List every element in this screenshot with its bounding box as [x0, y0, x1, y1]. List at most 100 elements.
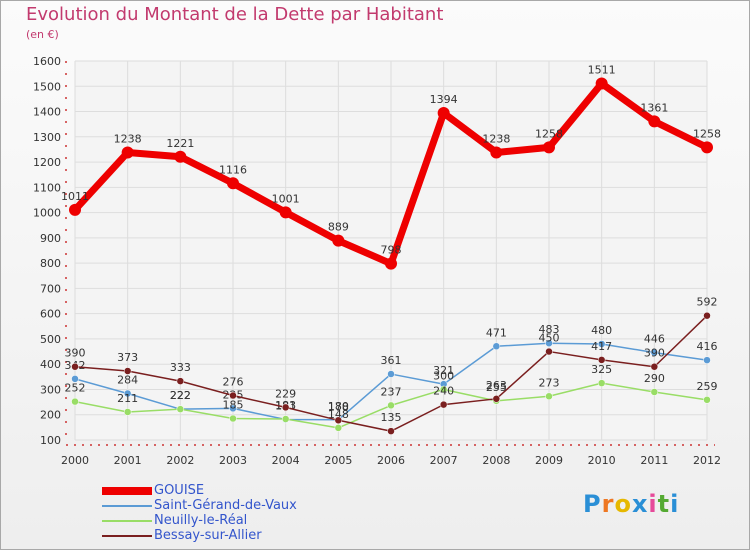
- y-tick-label: 800: [40, 257, 61, 270]
- data-point-2: [176, 405, 185, 413]
- data-label-2: 255: [486, 381, 507, 394]
- x-tick-label: 2006: [377, 454, 405, 467]
- data-point-1: [71, 375, 79, 383]
- data-label-1: 284: [117, 374, 138, 387]
- data-point-2: [281, 415, 290, 423]
- y-tick-label: 1000: [33, 207, 61, 220]
- data-point-0: [279, 206, 292, 219]
- data-label-1: 480: [591, 324, 612, 337]
- data-label-0: 1116: [219, 163, 247, 176]
- unit-label: (en €): [26, 28, 59, 41]
- data-label-1: 416: [697, 340, 718, 353]
- data-label-1: 180: [328, 400, 349, 413]
- data-label-1: 222: [170, 389, 191, 402]
- data-point-0: [490, 146, 503, 159]
- data-label-0: 1011: [61, 190, 89, 203]
- data-point-2: [703, 396, 711, 404]
- data-label-3: 240: [433, 385, 454, 398]
- legend-label: Saint-Gérand-de-Vaux: [154, 498, 297, 513]
- data-point-3: [387, 427, 395, 435]
- data-label-3: 178: [328, 400, 349, 413]
- data-point-3: [123, 367, 132, 375]
- logo-letter: i: [670, 490, 680, 518]
- legend-label: Neuilly-le-Réal: [154, 513, 248, 528]
- data-point-3: [492, 395, 501, 403]
- data-point-3: [439, 400, 448, 409]
- data-point-0: [385, 257, 397, 270]
- data-point-2: [123, 408, 132, 416]
- legend-item: GOUISE: [102, 483, 362, 499]
- logo-letter: t: [657, 490, 671, 518]
- y-tick-label: 1600: [33, 55, 61, 68]
- data-label-2: 148: [328, 408, 349, 421]
- data-point-3: [71, 362, 79, 371]
- data-label-0: 1258: [693, 127, 721, 140]
- legend-item: Bessay-sur-Allier: [102, 528, 362, 544]
- data-label-2: 325: [591, 363, 612, 376]
- data-label-2: 252: [65, 382, 86, 395]
- data-label-3: 229: [275, 387, 296, 400]
- data-label-0: 1221: [166, 137, 194, 150]
- legend-swatch: [102, 535, 152, 537]
- y-tick-label: 1200: [33, 156, 61, 169]
- data-label-2: 211: [117, 392, 138, 405]
- data-label-2: 273: [539, 376, 560, 389]
- y-tick-label: 1400: [33, 106, 61, 119]
- y-tick-label: 700: [40, 282, 61, 295]
- x-tick-label: 2001: [114, 454, 142, 467]
- y-tick-label: 600: [40, 308, 61, 321]
- data-point-3: [650, 362, 659, 371]
- logo-letter: P: [583, 490, 602, 518]
- data-label-2: 300: [433, 369, 454, 382]
- legend-label: Bessay-sur-Allier: [154, 528, 262, 543]
- chart-legend: GOUISE Saint-Gérand-de-Vaux Neuilly-le-Réa…: [102, 483, 362, 544]
- x-tick-label: 2010: [588, 454, 616, 467]
- x-tick-label: 2003: [219, 454, 247, 467]
- x-tick-label: 2004: [272, 454, 300, 467]
- data-point-2: [229, 414, 237, 423]
- data-label-1: 471: [486, 326, 507, 339]
- y-tick-label: 200: [40, 409, 61, 422]
- data-point-1: [597, 340, 606, 348]
- data-label-2: 290: [644, 372, 665, 385]
- data-point-0: [69, 203, 81, 216]
- x-tick-label: 2005: [324, 454, 352, 467]
- data-label-3: 333: [170, 361, 191, 374]
- data-label-2: 237: [381, 385, 402, 398]
- data-point-0: [701, 141, 713, 154]
- data-point-0: [437, 107, 450, 120]
- data-label-1: 361: [381, 354, 402, 367]
- data-label-3: 263: [486, 379, 507, 392]
- data-point-2: [650, 388, 659, 396]
- logo-letter: i: [648, 490, 658, 518]
- data-point-2: [597, 379, 606, 387]
- data-label-3: 276: [223, 376, 244, 389]
- data-point-3: [334, 416, 343, 425]
- x-tick-label: 2000: [61, 454, 89, 467]
- data-point-3: [281, 403, 290, 412]
- legend-label: GOUISE: [154, 483, 205, 498]
- data-point-0: [648, 115, 661, 128]
- data-label-2: 222: [170, 389, 191, 402]
- data-point-2: [71, 397, 79, 406]
- data-label-3: 450: [539, 332, 560, 345]
- legend-swatch: [102, 520, 152, 522]
- data-point-2: [334, 424, 343, 432]
- data-point-3: [703, 311, 711, 320]
- legend-item: Neuilly-le-Réal: [102, 513, 362, 529]
- proxiti-logo: Proxiti: [583, 490, 679, 518]
- x-tick-label: 2008: [482, 454, 510, 467]
- data-label-0: 798: [381, 244, 402, 257]
- data-point-3: [176, 377, 185, 385]
- logo-letter: o: [614, 490, 632, 518]
- data-label-0: 1511: [588, 63, 616, 76]
- x-tick-label: 2011: [640, 454, 668, 467]
- data-label-3: 592: [697, 296, 718, 309]
- y-tick-label: 300: [40, 383, 61, 396]
- data-point-1: [492, 342, 501, 351]
- data-point-0: [543, 141, 555, 154]
- legend-item: Saint-Gérand-de-Vaux: [102, 498, 362, 514]
- data-point-1: [387, 370, 395, 378]
- data-point-3: [597, 356, 606, 364]
- data-label-1: 483: [539, 323, 560, 336]
